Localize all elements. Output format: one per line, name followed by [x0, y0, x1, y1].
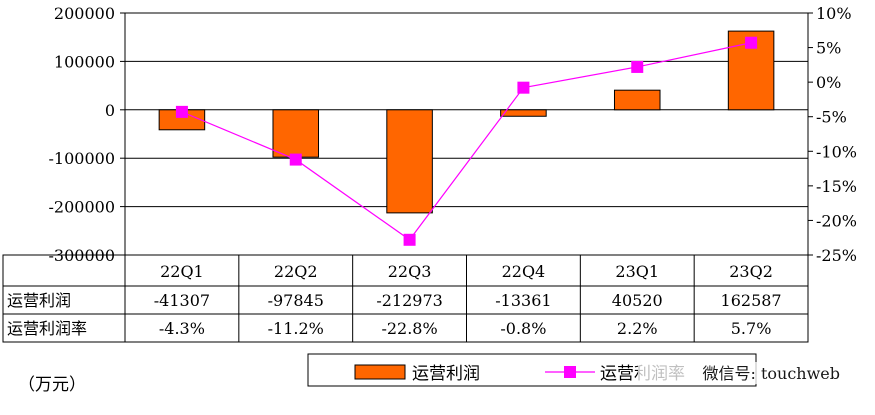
right-axis-tick-label: 0%	[816, 73, 841, 92]
unit-label: （万元）	[18, 375, 86, 395]
margin-marker-22Q3	[403, 233, 416, 246]
margin-marker-22Q2	[289, 153, 302, 166]
bar-23Q1	[613, 89, 661, 111]
category-label-23Q2: 23Q2	[729, 262, 773, 281]
data-table-cell: -0.8%	[500, 319, 546, 338]
watermark-backdrop	[638, 362, 843, 384]
right-axis-tick-label: -25%	[816, 246, 857, 265]
watermark: 微信号: touchweb	[702, 364, 840, 383]
plot-area	[124, 12, 809, 256]
left-axis-tick-label: 200000	[54, 4, 115, 23]
data-table-cell: 162587	[721, 291, 782, 310]
right-axis-tick-label: 5%	[816, 39, 841, 58]
data-table-row-label: 运营利润率	[7, 319, 87, 338]
margin-marker-22Q1	[175, 105, 188, 118]
legend-bar-swatch	[354, 364, 406, 380]
right-axis-tick-label: -5%	[816, 108, 847, 127]
data-table-cell: -41307	[154, 291, 210, 310]
data-table-cell: 40520	[612, 291, 663, 310]
left-axis-tick-label: -200000	[49, 198, 115, 217]
data-table-cell: -212973	[376, 291, 442, 310]
bar-23Q2	[727, 30, 775, 111]
left-axis-tick-label: -100000	[49, 149, 115, 168]
data-table-cell: 2.2%	[617, 319, 658, 338]
category-label-22Q2: 22Q2	[274, 262, 318, 281]
left-axis-tick-label: 100000	[54, 52, 115, 71]
bar-22Q3	[386, 109, 433, 214]
category-label-23Q1: 23Q1	[615, 262, 659, 281]
data-table-cell: 5.7%	[731, 319, 772, 338]
margin-marker-23Q1	[631, 60, 644, 73]
data-table-cell: -22.8%	[381, 319, 437, 338]
data-table-cell: -11.2%	[268, 319, 324, 338]
margin-line	[181, 42, 752, 241]
right-axis-tick-label: -20%	[816, 211, 857, 230]
right-axis-tick-label: -15%	[816, 177, 857, 196]
data-table-row-label: 运营利润	[7, 291, 71, 310]
bar-22Q2	[272, 109, 320, 158]
data-table-cell: -4.3%	[159, 319, 205, 338]
data-table-cell: -13361	[495, 291, 551, 310]
right-axis-tick-label: -10%	[816, 142, 857, 161]
category-label-22Q4: 22Q4	[502, 262, 546, 281]
margin-marker-23Q2	[745, 36, 758, 49]
category-label-22Q3: 22Q3	[388, 262, 432, 281]
left-axis-tick-label: 0	[105, 101, 115, 120]
legend-line-marker	[564, 366, 576, 378]
category-label-22Q1: 22Q1	[160, 262, 204, 281]
data-table-cell: -97845	[268, 291, 324, 310]
right-axis-tick-label: 10%	[816, 4, 852, 23]
margin-marker-22Q4	[517, 81, 530, 94]
bar-22Q4	[500, 109, 547, 117]
legend-bar-label: 运营利润	[412, 364, 480, 384]
